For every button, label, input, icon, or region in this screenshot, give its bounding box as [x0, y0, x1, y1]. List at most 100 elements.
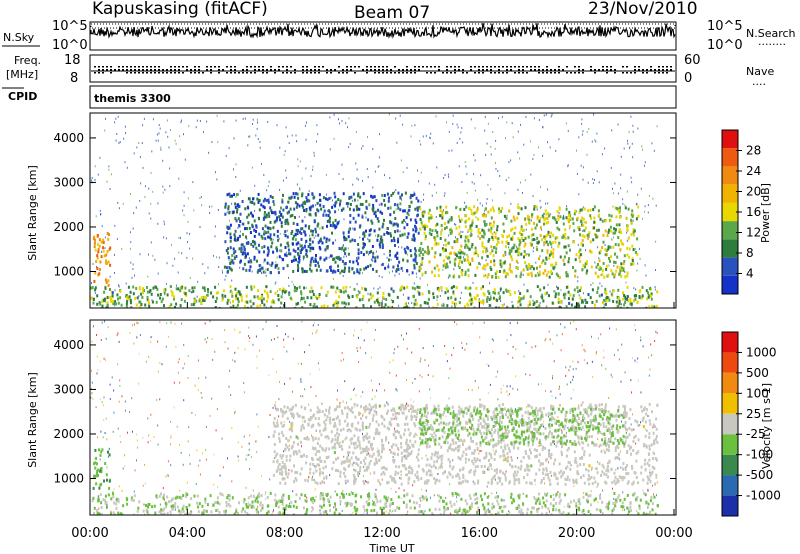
- noise-cell: [209, 320, 211, 323]
- data-cell: [410, 200, 413, 204]
- noise-cell: [309, 234, 311, 237]
- noise-cell: [272, 238, 274, 241]
- freq-dot: [390, 72, 392, 74]
- noise-cell: [174, 323, 176, 325]
- data-cell: [601, 219, 604, 223]
- data-cell: [120, 512, 123, 515]
- data-cell: [98, 272, 101, 276]
- data-cell: [619, 215, 621, 219]
- noise-cell: [456, 496, 458, 499]
- noise-cell: [255, 335, 257, 338]
- data-cell: [427, 248, 430, 252]
- data-cell: [614, 501, 617, 505]
- data-cell: [480, 287, 483, 291]
- noise-cell: [445, 496, 447, 499]
- freq-dot: [422, 66, 424, 68]
- noise-cell: [268, 436, 270, 438]
- data-cell: [407, 213, 410, 217]
- data-cell: [281, 198, 284, 202]
- noise-cell: [444, 344, 446, 347]
- noise-cell: [318, 458, 320, 461]
- data-cell: [304, 224, 307, 228]
- noise-cell: [498, 117, 500, 120]
- data-cell: [136, 509, 139, 513]
- noise-cell: [492, 131, 494, 133]
- data-cell: [406, 269, 409, 273]
- noise-cell: [182, 463, 184, 466]
- freq-dot: [246, 66, 248, 68]
- freq-dot: [578, 72, 580, 74]
- noise-cell: [354, 329, 355, 332]
- freq-dot: [434, 66, 436, 68]
- data-cell: [347, 294, 350, 298]
- data-cell: [479, 236, 481, 240]
- data-cell: [188, 513, 191, 515]
- freq-dot: [490, 69, 492, 71]
- data-cell: [289, 207, 292, 211]
- noise-cell: [214, 350, 216, 353]
- data-cell: [304, 300, 307, 304]
- noise-cell: [274, 457, 276, 459]
- noise-cell: [631, 391, 632, 394]
- noise-cell: [134, 323, 135, 326]
- data-cell: [613, 275, 616, 279]
- data-cell: [608, 228, 611, 232]
- noise-cell: [316, 140, 317, 143]
- noise-cell: [367, 136, 368, 138]
- noise-cell: [196, 449, 198, 452]
- data-cell: [396, 268, 398, 272]
- noise-cell: [471, 389, 473, 392]
- data-cell: [345, 285, 348, 289]
- data-cell: [117, 297, 119, 301]
- data-cell: [434, 251, 437, 255]
- data-cell: [428, 250, 431, 254]
- noise-cell: [475, 216, 477, 219]
- noise-cell: [625, 439, 627, 442]
- data-cell: [638, 296, 641, 300]
- noise-cell: [204, 322, 206, 325]
- data-cell: [487, 228, 490, 232]
- data-cell: [101, 300, 104, 303]
- data-cell: [450, 216, 453, 220]
- data-cell: [564, 493, 567, 497]
- data-cell: [567, 502, 570, 506]
- data-cell: [481, 228, 484, 232]
- noise-cell: [131, 276, 133, 279]
- noise-cell: [261, 272, 262, 274]
- data-cell: [163, 288, 166, 292]
- data-cell: [377, 234, 380, 238]
- data-cell: [545, 273, 548, 277]
- data-cell: [482, 285, 484, 289]
- noise-cell: [130, 192, 131, 195]
- data-cell: [184, 292, 187, 295]
- data-cell: [564, 245, 567, 249]
- freq-dot: [390, 69, 392, 71]
- data-cell: [538, 257, 540, 261]
- data-cell: [310, 229, 313, 233]
- data-cell: [519, 240, 522, 244]
- data-cell: [233, 238, 236, 242]
- data-cell: [227, 502, 230, 506]
- noise-cell: [587, 181, 589, 184]
- freq-dot: [646, 72, 648, 74]
- noise-cell: [211, 141, 213, 143]
- freq-dot: [670, 69, 672, 71]
- noise-cell: [597, 337, 599, 340]
- noise-cell: [611, 238, 613, 241]
- colorbar-swatch: [722, 239, 738, 258]
- noise-cell: [124, 400, 126, 403]
- freq-dot: [142, 66, 144, 68]
- data-cell: [389, 249, 391, 253]
- data-cell: [589, 249, 592, 253]
- noise-cell: [613, 236, 614, 239]
- data-cell: [258, 208, 261, 212]
- noise-cell: [550, 474, 552, 477]
- data-cell: [446, 304, 449, 308]
- data-cell: [404, 306, 407, 308]
- data-cell: [454, 306, 457, 308]
- noise-cell: [484, 116, 486, 118]
- freq-dot: [486, 66, 488, 68]
- freq-dot: [402, 72, 404, 74]
- data-cell: [375, 199, 378, 203]
- data-cell: [190, 303, 193, 307]
